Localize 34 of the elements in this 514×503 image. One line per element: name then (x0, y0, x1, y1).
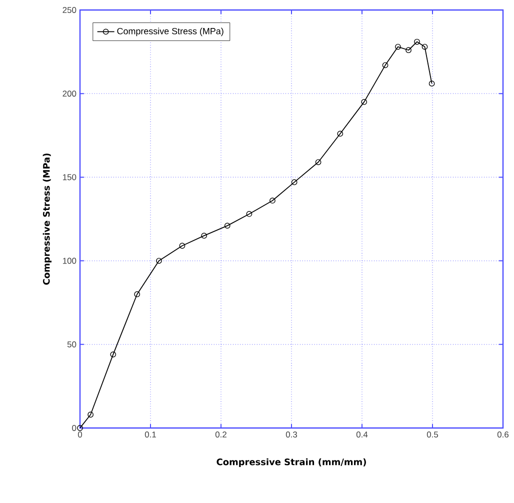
x-tick-label: 0.6 (497, 432, 509, 438)
point (382, 62, 388, 68)
y-tick-label: 250 (62, 7, 76, 13)
point (156, 258, 162, 264)
y-tick-label: 100 (62, 258, 76, 264)
y-tick-label: 200 (62, 90, 76, 97)
legend-label: Compressive Stress (MPa) (117, 28, 224, 36)
x-tick-label: 0.1 (144, 432, 156, 438)
point (315, 159, 322, 166)
y-tick-label: 0 (72, 425, 76, 431)
point (422, 44, 428, 50)
point (110, 351, 116, 358)
point (395, 44, 401, 50)
point (414, 38, 420, 45)
y-axis-title: Compressive Stress (MPa) (42, 154, 52, 285)
x-axis-title: Compressive Strain (mm/mm) (216, 458, 366, 468)
point (406, 47, 412, 54)
point (291, 179, 298, 186)
x-tick-label: 0.2 (215, 432, 226, 438)
point (201, 232, 208, 239)
point (337, 130, 344, 137)
x-tick-label: 0.5 (426, 432, 438, 438)
point (224, 222, 230, 229)
point (179, 242, 186, 249)
x-tick-label: 0.4 (356, 432, 368, 438)
y-tick-label: 50 (67, 341, 76, 348)
y-tick-label: 150 (62, 174, 76, 180)
point (246, 211, 252, 217)
x-tick-label: 0 (78, 432, 82, 438)
point (361, 99, 368, 105)
point (88, 412, 94, 418)
point (134, 291, 140, 298)
x-tick-label: 0.3 (286, 432, 298, 438)
point (270, 198, 276, 204)
